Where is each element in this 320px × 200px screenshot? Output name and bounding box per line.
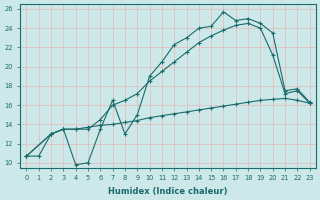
X-axis label: Humidex (Indice chaleur): Humidex (Indice chaleur)	[108, 187, 228, 196]
